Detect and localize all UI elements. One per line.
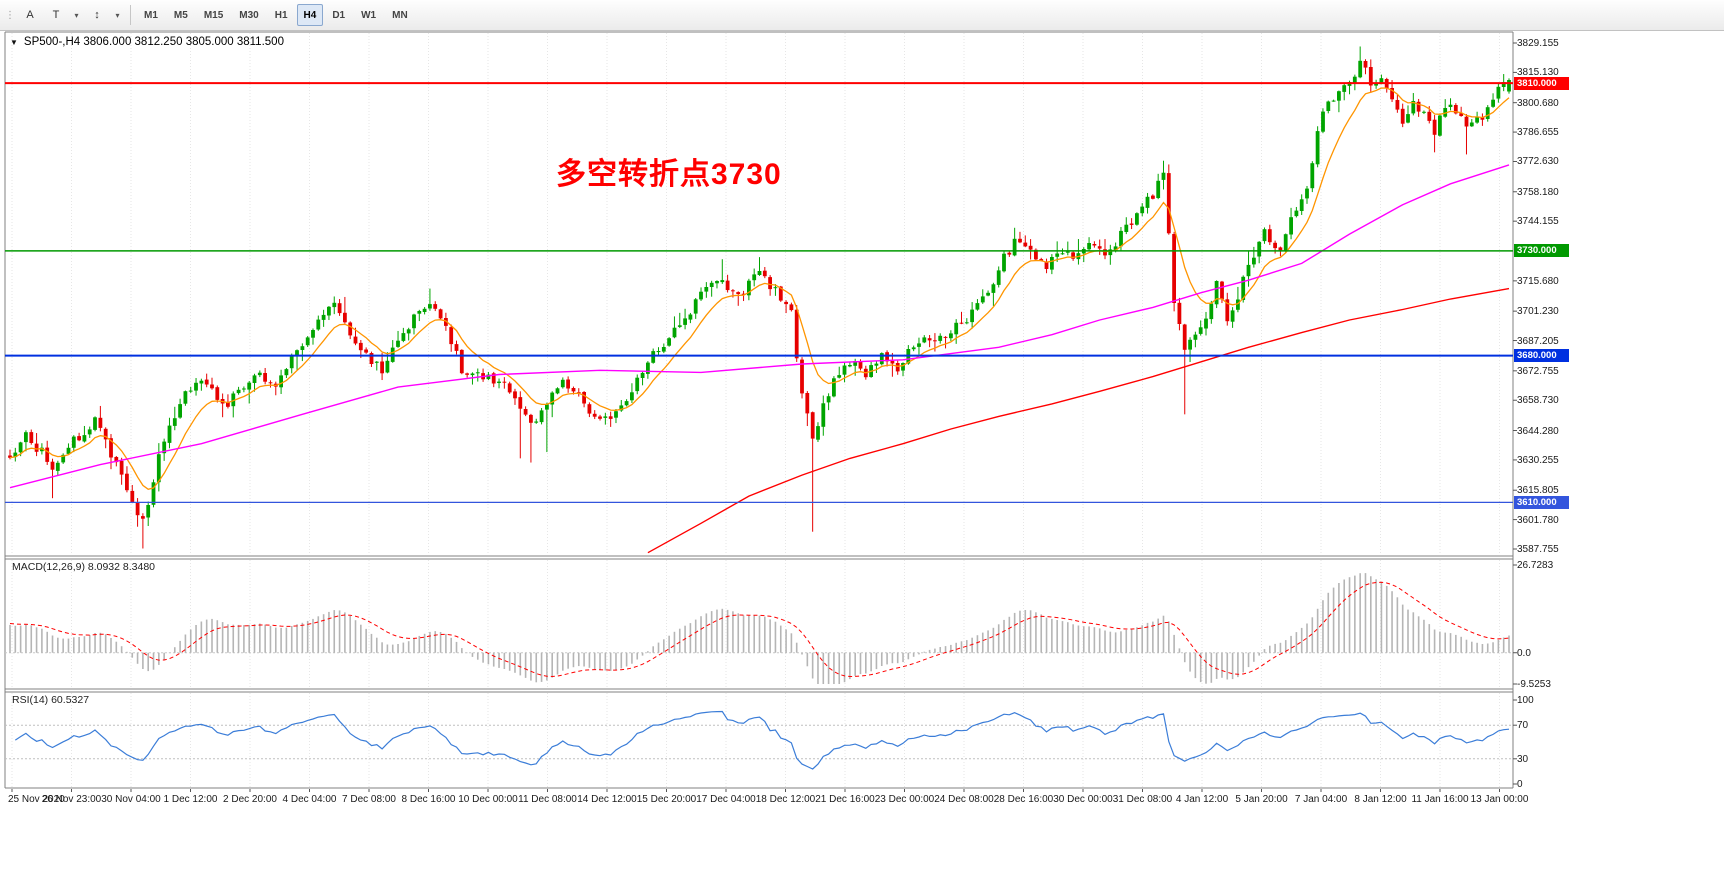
- time-axis-label: 13 Jan 00:00: [1470, 794, 1529, 805]
- ma-slow-line: [647, 287, 1510, 554]
- top-toolbar: ⋮ A T ▾ ↕ ▾ M1 M5 M15 M30 H1 H4 D1 W1 MN: [0, 0, 1724, 31]
- timeframe-M15[interactable]: M15: [203, 9, 224, 21]
- chart-annotation: 多空转折点3730: [556, 158, 782, 191]
- time-axis-label: 8 Jan 12:00: [1354, 794, 1407, 805]
- time-axis-label: 4 Jan 12:00: [1175, 794, 1229, 805]
- time-axis-label: 25 Nov 2020: [8, 794, 65, 805]
- grid-layer: [11, 33, 1500, 787]
- vertical-scale-tool-icon[interactable]: ↕: [94, 9, 100, 21]
- text-tool[interactable]: T: [52, 9, 60, 21]
- time-axis-label: 7 Jan 04:00: [1294, 794, 1348, 805]
- rsi-axis-label: 70: [1517, 720, 1529, 732]
- price-axis-label: 3758.180: [1517, 186, 1559, 198]
- time-axis-label: 11 Dec 08:00: [518, 794, 577, 805]
- macd-signal-line: [9, 581, 1510, 678]
- time-axis-label: 10 Dec 00:00: [458, 794, 518, 805]
- price-badge-3810.000: 3810.000: [1514, 76, 1569, 90]
- time-axis-label: 2 Dec 20:00: [223, 794, 277, 805]
- rsi-line: [14, 710, 1510, 770]
- drawing-toolbar: ⋮ A T ▾ ↕ ▾: [3, 3, 125, 27]
- macd-label: MACD(12,26,9) 8.0932 8.3480: [12, 561, 156, 573]
- macd-axis-label: 26.7283: [1517, 560, 1554, 571]
- macd-histogram: [9, 573, 1510, 684]
- macd-axis-label: 0.0: [1517, 647, 1531, 659]
- rsi-label: RSI(14) 60.5327: [12, 694, 90, 706]
- price-axis-label: 3701.230: [1517, 306, 1559, 318]
- price-axis-label: 3630.255: [1517, 454, 1559, 466]
- timeframe-M1[interactable]: M1: [144, 9, 158, 21]
- arrow-tool[interactable]: A: [26, 9, 34, 21]
- time-axis-label: 30 Dec 00:00: [1053, 794, 1113, 805]
- price-axis-label: 3772.630: [1517, 156, 1559, 168]
- time-axis-label: 28 Dec 16:00: [993, 794, 1054, 805]
- time-axis-label: 15 Dec 20:00: [636, 794, 697, 805]
- time-axis-label: 31 Dec 08:00: [1112, 794, 1173, 805]
- time-axis-label: 7 Dec 08:00: [342, 794, 396, 805]
- panel-borders: [4, 31, 1514, 789]
- price-axis-label: 3744.155: [1517, 216, 1559, 228]
- time-axis-label: 30 Nov 04:00: [101, 794, 161, 805]
- timeframe-toolbar: M1 M5 M15 M30 H1 H4 D1 W1 MN: [136, 4, 416, 26]
- ma-medium-line: [9, 164, 1510, 489]
- price-axis-label: 3786.655: [1517, 127, 1559, 139]
- price-badge-3730.000: 3730.000: [1514, 244, 1569, 258]
- timeframe-D1[interactable]: D1: [332, 9, 346, 21]
- timeframe-H1[interactable]: H1: [274, 9, 288, 21]
- rsi-axis-label: 100: [1517, 695, 1534, 706]
- rsi-axis-label: 30: [1517, 753, 1529, 765]
- time-axis-label: 4 Dec 04:00: [282, 794, 337, 805]
- macd-axis-label: -9.5253: [1517, 679, 1551, 690]
- timeframe-H4[interactable]: H4: [296, 4, 324, 26]
- price-axis-label: 3658.730: [1517, 395, 1559, 407]
- time-axis-label: 8 Dec 16:00: [401, 794, 456, 805]
- toolbar-separator: [130, 5, 131, 25]
- price-badge-3610.000: 3610.000: [1514, 495, 1569, 509]
- price-axis-label: 3644.280: [1517, 425, 1559, 437]
- time-axis-label: 14 Dec 12:00: [577, 794, 637, 805]
- time-axis-label: 18 Dec 12:00: [755, 794, 816, 805]
- price-badge-3680.000: 3680.000: [1514, 349, 1569, 363]
- axis-ticks: [11, 42, 1517, 792]
- chart-title-text: SP500-,H4 3806.000 3812.250 3805.000 381…: [23, 36, 284, 48]
- scale-dropdown-icon[interactable]: ▾: [115, 10, 120, 20]
- time-axis-label: 21 Dec 16:00: [815, 794, 875, 805]
- price-axis-label: 3587.755: [1517, 544, 1559, 555]
- timeframe-MN[interactable]: MN: [392, 9, 408, 21]
- chart-expand-icon[interactable]: ▼: [10, 37, 18, 47]
- price-axis-label: 3715.680: [1517, 275, 1559, 287]
- price-axis-label: 3687.205: [1517, 335, 1559, 347]
- time-axis-label: 1 Dec 12:00: [163, 794, 218, 805]
- time-axis-label: 24 Dec 08:00: [934, 794, 994, 805]
- timeframe-M30[interactable]: M30: [239, 9, 259, 21]
- price-axis-label: 3615.805: [1517, 485, 1559, 497]
- time-axis-label: 11 Jan 16:00: [1411, 794, 1469, 805]
- time-axis-label: 23 Dec 00:00: [874, 794, 935, 805]
- price-axis-label: 3800.680: [1517, 97, 1559, 109]
- chart-title: ▼ SP500-,H4 3806.000 3812.250 3805.000 3…: [10, 36, 284, 48]
- rsi-axis-label: 0: [1517, 779, 1523, 790]
- timeframe-W1[interactable]: W1: [361, 9, 377, 21]
- time-axis-label: 5 Jan 20:00: [1235, 794, 1288, 805]
- time-axis-label: 26 Nov 23:00: [41, 794, 102, 805]
- time-axis-label: 17 Dec 04:00: [696, 794, 756, 805]
- price-axis-label: 3829.155: [1517, 38, 1559, 49]
- drawings-dropdown-icon[interactable]: ▾: [74, 10, 79, 20]
- timeframe-M5[interactable]: M5: [173, 9, 188, 21]
- toolbar-grip-icon[interactable]: ⋮: [5, 9, 15, 21]
- price-axis-label: 3672.755: [1517, 365, 1559, 377]
- price-axis-label: 3601.780: [1517, 514, 1559, 526]
- price-axis-label: 3815.130: [1517, 67, 1559, 79]
- candlestick-series: [8, 46, 1511, 549]
